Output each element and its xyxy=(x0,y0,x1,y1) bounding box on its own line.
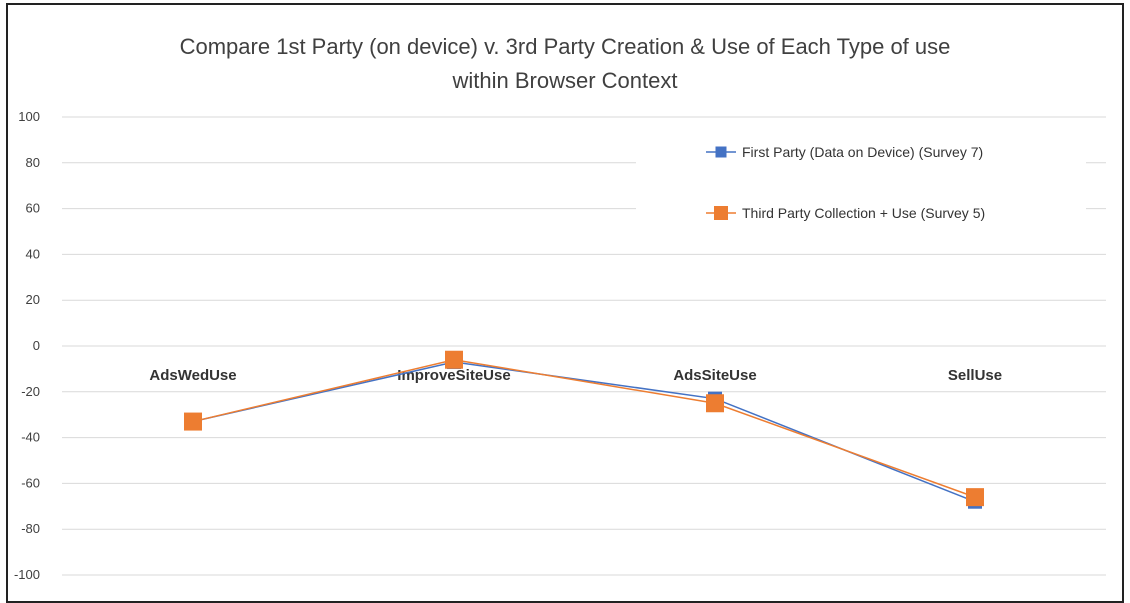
legend-box xyxy=(636,127,1086,245)
data-point-marker xyxy=(706,394,724,413)
y-tick-label: 60 xyxy=(26,201,40,216)
y-tick-label: -40 xyxy=(21,430,40,445)
series-markers xyxy=(184,350,984,509)
y-tick-label: 80 xyxy=(26,155,40,170)
y-tick-label: -20 xyxy=(21,384,40,399)
category-labels: AdsWedUse ImproveSiteUse AdsSiteUse SellUse xyxy=(149,367,1002,384)
legend-marker xyxy=(715,146,727,158)
y-tick-label: 20 xyxy=(26,292,40,307)
data-point-marker xyxy=(184,412,202,431)
legend: First Party (Data on Device) (Survey 7) T… xyxy=(706,144,985,221)
legend-label: First Party (Data on Device) (Survey 7) xyxy=(742,144,983,160)
y-axis-ticks: 100 80 60 40 20 0 -20 -40 -60 -80 -100 xyxy=(14,109,40,582)
chart-title: Compare 1st Party (on device) v. 3rd Par… xyxy=(179,34,951,59)
y-tick-label: -100 xyxy=(14,567,40,582)
data-point-marker xyxy=(966,488,984,507)
legend-label: Third Party Collection + Use (Survey 5) xyxy=(742,205,985,221)
series-line xyxy=(192,361,976,503)
category-label: ImproveSiteUse xyxy=(397,367,510,384)
series-lines xyxy=(192,358,976,503)
legend-background xyxy=(636,127,1086,245)
category-label: AdsSiteUse xyxy=(673,367,756,384)
chart-frame xyxy=(6,3,1124,603)
chart-title-block: Compare 1st Party (on device) v. 3rd Par… xyxy=(0,30,1130,98)
y-tick-label: 40 xyxy=(26,246,40,261)
series-line xyxy=(192,358,976,498)
chart-subtitle: within Browser Context xyxy=(452,68,678,93)
category-label: SellUse xyxy=(948,367,1002,384)
category-label: AdsWedUse xyxy=(149,367,236,384)
gridlines xyxy=(62,116,1106,576)
data-point-marker xyxy=(445,350,463,369)
legend-marker xyxy=(714,206,728,220)
y-tick-label: -80 xyxy=(21,521,40,536)
y-tick-label: 100 xyxy=(18,109,40,124)
y-tick-label: 0 xyxy=(33,338,40,353)
y-tick-label: -60 xyxy=(21,475,40,490)
